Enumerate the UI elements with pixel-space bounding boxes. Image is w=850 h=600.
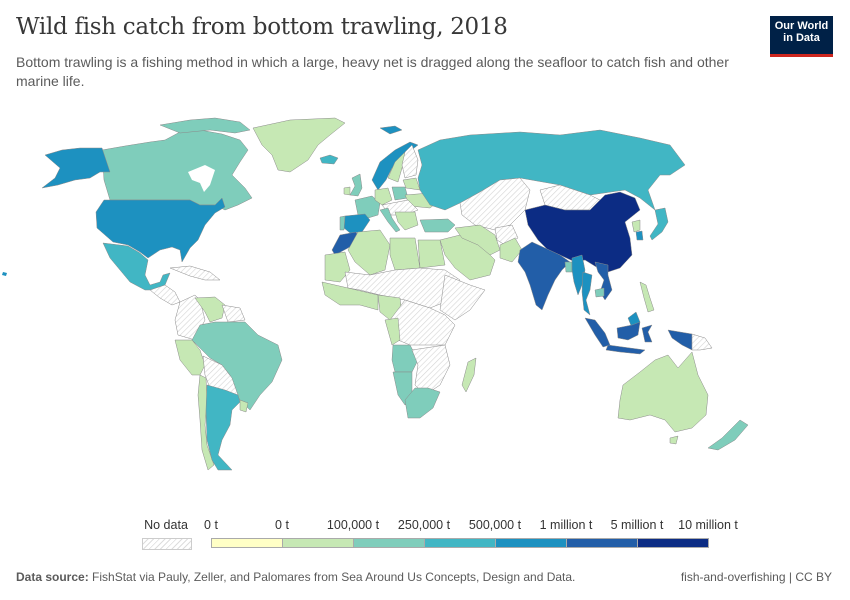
data-source: Data source: FishStat via Pauly, Zeller,… (16, 570, 575, 584)
legend-no-data-label: No data (144, 518, 188, 532)
country-papua-new-guinea[interactable] (691, 333, 713, 351)
country-new-zealand[interactable] (707, 419, 749, 451)
region-southeast-africa[interactable] (411, 344, 451, 396)
country-usa-hawaii[interactable] (2, 272, 7, 276)
region-caribbean[interactable] (169, 265, 221, 281)
country-brazil[interactable] (191, 321, 283, 411)
country-turkey[interactable] (419, 218, 456, 233)
country-finland[interactable] (401, 144, 419, 179)
legend: No data 0 t 0 t 100,000 t 250,000 t 500,… (0, 518, 850, 558)
country-thailand[interactable] (581, 271, 593, 316)
country-indonesia-sulawesi[interactable] (641, 324, 653, 343)
region-central-africa[interactable] (389, 299, 456, 346)
country-italy[interactable] (379, 207, 401, 233)
legend-bin-6[interactable] (637, 538, 709, 548)
country-mexico[interactable] (102, 242, 171, 291)
region-gabon-congo[interactable] (384, 317, 401, 346)
country-canada[interactable] (101, 129, 253, 211)
country-greenland[interactable] (252, 117, 346, 173)
country-mauritania[interactable] (324, 251, 351, 283)
country-south-korea[interactable] (635, 230, 644, 241)
country-india[interactable] (517, 241, 571, 311)
country-morocco[interactable] (331, 231, 361, 256)
hudson-bay (188, 165, 215, 192)
logo-line-1: Our World (774, 20, 829, 32)
country-uk[interactable] (349, 173, 363, 197)
country-indonesia-borneo[interactable] (616, 321, 641, 341)
chart-title: Wild fish catch from bottom trawling, 20… (16, 14, 508, 40)
country-madagascar[interactable] (461, 357, 477, 393)
legend-bin-0[interactable] (211, 538, 283, 548)
country-uruguay[interactable] (239, 399, 249, 413)
legend-no-data-swatch[interactable] (142, 538, 192, 550)
data-source-text[interactable]: FishStat via Pauly, Zeller, and Palomare… (88, 570, 576, 584)
country-philippines[interactable] (639, 281, 655, 313)
country-ireland[interactable] (343, 186, 351, 196)
country-egypt[interactable] (417, 239, 446, 269)
legend-label-2: 100,000 t (326, 518, 380, 532)
country-north-korea[interactable] (631, 219, 641, 233)
country-portugal[interactable] (339, 215, 346, 231)
footer-license[interactable]: fish-and-overfishing | CC BY (680, 570, 832, 584)
legend-bin-5[interactable] (566, 538, 638, 548)
legend-label-1: 0 t (275, 518, 289, 532)
country-pakistan[interactable] (499, 237, 523, 263)
chart-subtitle: Bottom trawling is a fishing method in w… (16, 54, 729, 89)
legend-label-3: 250,000 t (397, 518, 451, 532)
country-argentina[interactable] (205, 384, 241, 471)
logo-line-2: in Data (783, 32, 820, 44)
country-australia-tasmania[interactable] (669, 435, 679, 445)
legend-label-end: 10 million t (678, 518, 738, 532)
country-germany[interactable] (374, 187, 393, 206)
region-balkans[interactable] (394, 211, 419, 231)
country-myanmar[interactable] (571, 254, 586, 296)
legend-bin-1[interactable] (282, 538, 354, 548)
country-angola[interactable] (391, 344, 419, 373)
legend-label-0: 0 t (204, 518, 218, 532)
legend-bin-4[interactable] (495, 538, 567, 548)
data-source-label: Data source: (16, 570, 89, 584)
country-algeria[interactable] (347, 229, 391, 276)
country-libya[interactable] (389, 237, 421, 271)
country-peru[interactable] (174, 339, 206, 376)
legend-label-6: 5 million t (610, 518, 664, 532)
region-horn-of-africa[interactable] (439, 274, 486, 321)
legend-bin-2[interactable] (353, 538, 425, 548)
country-russia[interactable] (417, 129, 686, 211)
legend-label-5: 1 million t (539, 518, 593, 532)
country-usa[interactable] (95, 197, 226, 263)
country-iran[interactable] (454, 224, 501, 256)
country-vietnam[interactable] (594, 261, 613, 301)
country-indonesia-papua[interactable] (667, 329, 693, 351)
country-south-africa[interactable] (404, 387, 441, 419)
country-japan[interactable] (649, 207, 669, 241)
country-usa-alaska[interactable] (41, 147, 111, 189)
country-poland[interactable] (391, 186, 409, 201)
legend-bin-3[interactable] (424, 538, 496, 548)
country-bangladesh[interactable] (564, 261, 573, 273)
country-venezuela[interactable] (194, 296, 226, 323)
region-guianas[interactable] (221, 304, 246, 323)
country-indonesia-java[interactable] (605, 344, 646, 355)
country-cambodia[interactable] (594, 287, 605, 298)
country-norway-svalbard[interactable] (379, 125, 403, 135)
country-australia[interactable] (617, 351, 709, 433)
legend-label-4: 500,000 t (468, 518, 522, 532)
owid-logo[interactable]: Our World in Data (770, 16, 833, 57)
country-indonesia-sumatra[interactable] (584, 317, 611, 348)
country-spain[interactable] (343, 213, 371, 234)
region-west-africa-coast[interactable] (321, 281, 379, 311)
country-canada-islands[interactable] (159, 117, 251, 134)
world-map[interactable] (0, 110, 850, 515)
country-iceland[interactable] (319, 154, 339, 165)
